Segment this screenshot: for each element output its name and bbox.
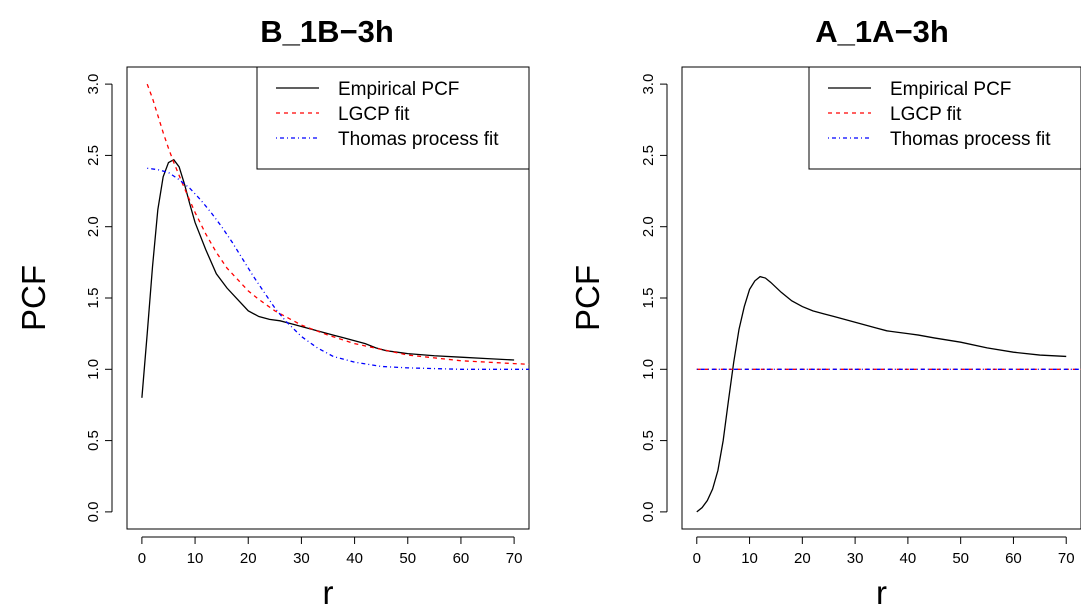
legend-label-thomas-process-fit: Thomas process fit	[890, 129, 1051, 150]
y-tick-label: 0.5	[85, 430, 102, 451]
legend-label-thomas-process-fit: Thomas process fit	[338, 129, 499, 150]
x-tick-label: 0	[138, 550, 146, 567]
x-tick-label: 20	[794, 550, 811, 567]
legend-label-lgcp-fit: LGCP fit	[890, 104, 962, 125]
series-line-empirical-pcf	[141, 158, 515, 398]
legend-label-empirical-pcf: Empirical PCF	[338, 79, 459, 100]
legend: Empirical PCF LGCP fit Thomas process fit	[808, 66, 1081, 170]
chart-panel-b-1b-3h: B_1B−3h 0 10 20 30 40 50 60 70 0.0 0.5 1.0 1.5 2.0 2.5…	[15, 14, 530, 610]
chart-title: B_1B−3h	[260, 14, 394, 49]
legend-box	[808, 66, 1081, 170]
x-tick-label: 50	[399, 550, 416, 567]
y-tick-label: 3.0	[640, 74, 657, 95]
y-tick-label: 0.0	[640, 501, 657, 522]
y-tick-label: 1.5	[85, 288, 102, 309]
series-line-empirical-pcf	[696, 275, 1067, 513]
y-axis-label: PCF	[569, 265, 606, 331]
x-axis-label: r	[323, 574, 334, 610]
series-line-lgcp-fit	[146, 83, 529, 365]
x-tick-label: 10	[187, 550, 204, 567]
y-tick-label: 1.5	[640, 288, 657, 309]
x-tick-label: 10	[741, 550, 758, 567]
y-tick-label: 2.0	[85, 216, 102, 237]
legend-label-empirical-pcf: Empirical PCF	[890, 79, 1011, 100]
y-axis-label: PCF	[15, 265, 52, 331]
x-tick-label: 30	[293, 550, 310, 567]
series-group	[141, 83, 529, 398]
x-tick-label: 20	[240, 550, 257, 567]
legend-box	[256, 66, 530, 170]
x-axis-label: r	[876, 574, 887, 610]
x-tick-label: 70	[506, 550, 523, 567]
x-tick-label: 60	[453, 550, 470, 567]
y-tick-label: 0.5	[640, 430, 657, 451]
y-tick-label: 2.0	[640, 216, 657, 237]
chart-title: A_1A−3h	[815, 14, 949, 49]
y-tick-label: 0.0	[85, 501, 102, 522]
x-tick-label: 40	[900, 550, 917, 567]
x-tick-label: 40	[346, 550, 363, 567]
series-line-thomas-process-fit	[147, 167, 529, 370]
y-tick-label: 3.0	[85, 74, 102, 95]
y-tick-label: 1.0	[640, 359, 657, 380]
x-tick-label: 30	[847, 550, 864, 567]
legend-label-lgcp-fit: LGCP fit	[338, 104, 410, 125]
x-tick-label: 70	[1058, 550, 1075, 567]
x-tick-label: 50	[952, 550, 969, 567]
x-tick-label: 60	[1005, 550, 1022, 567]
legend: Empirical PCF LGCP fit Thomas process fit	[256, 66, 530, 170]
y-tick-label: 2.5	[640, 145, 657, 166]
series-group	[696, 275, 1081, 513]
chart-panel-a-1a-3h: A_1A−3h 0 10 20 30 40 50 60 70 0.0 0.5 1.0 1.5 2.0 2.5…	[569, 14, 1081, 610]
y-tick-label: 1.0	[85, 359, 102, 380]
x-tick-label: 0	[693, 550, 701, 567]
y-tick-label: 2.5	[85, 145, 102, 166]
